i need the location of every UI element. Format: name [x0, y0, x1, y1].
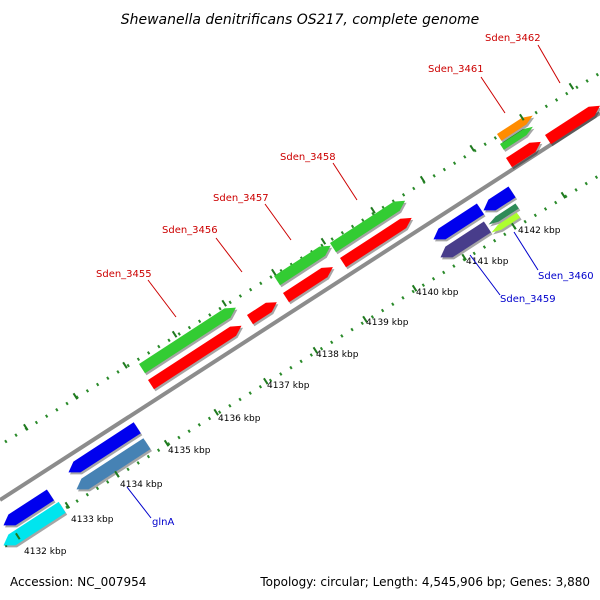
tick-label: 4133 kbp: [71, 515, 114, 525]
tick-label: 4132 kbp: [24, 547, 67, 557]
gene-label: Sden_3455: [96, 269, 152, 280]
major-tick-outer: [272, 269, 276, 275]
tick-label: 4139 kbp: [366, 318, 409, 328]
leader-line: [481, 77, 505, 113]
gene-label: Sden_3457: [213, 193, 269, 204]
tick-label: 4142 kbp: [518, 226, 561, 236]
accession-text: Accession: NC_007954: [10, 575, 146, 589]
major-tick-outer: [570, 83, 574, 89]
major-tick-outer: [470, 145, 474, 151]
major-tick-outer: [322, 238, 326, 244]
tick-label: 4136 kbp: [218, 414, 261, 424]
gene-label: Sden_3459: [500, 294, 556, 305]
leader-line: [265, 204, 291, 240]
tick-label: 4135 kbp: [168, 446, 211, 456]
gene-label: Sden_3458: [280, 152, 336, 163]
gene-label: Sden_3462: [485, 33, 541, 44]
gene-label: Sden_3461: [428, 64, 484, 75]
major-tick-outer: [173, 331, 177, 337]
leader-line: [538, 45, 560, 83]
genome-map: Shewanella denitrificans OS217, complete…: [0, 0, 600, 600]
inner-tick-track: [5, 175, 600, 546]
tick-label: 4134 kbp: [120, 480, 163, 490]
leader-line: [333, 163, 357, 200]
leader-line: [216, 238, 242, 272]
gene-label: Sden_3460: [538, 271, 594, 282]
major-tick-outer: [222, 300, 226, 306]
genome-backbone: [0, 113, 600, 500]
leader-line: [148, 280, 176, 317]
leader-line: [127, 487, 151, 518]
gene-label: glnA: [152, 517, 174, 528]
tick-label: 4137 kbp: [267, 381, 310, 391]
map-title: Shewanella denitrificans OS217, complete…: [121, 12, 480, 28]
fwd-gene-5: [545, 106, 600, 144]
tick-label: 4140 kbp: [416, 288, 459, 298]
leader-line: [514, 232, 538, 270]
genome-summary-text: Topology: circular; Length: 4,545,906 bp…: [259, 575, 590, 589]
tick-label: 4138 kbp: [316, 350, 359, 360]
gene-label: Sden_3456: [162, 225, 218, 236]
major-tick-outer: [123, 362, 127, 368]
